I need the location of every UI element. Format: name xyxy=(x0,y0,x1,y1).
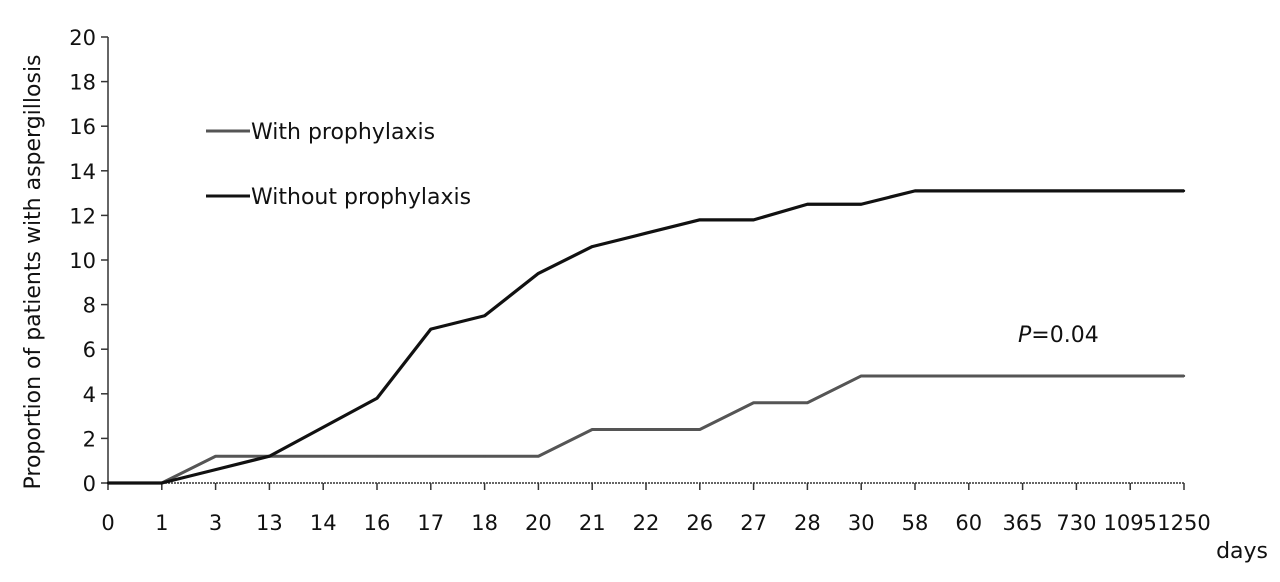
data-point xyxy=(537,455,540,458)
x-tick-label: 28 xyxy=(794,511,821,535)
data-point xyxy=(1021,189,1024,193)
data-point xyxy=(483,455,486,458)
y-tick-label: 0 xyxy=(83,472,96,496)
data-point xyxy=(967,374,970,378)
y-tick-label: 2 xyxy=(83,427,96,451)
y-tick-label: 16 xyxy=(69,115,96,139)
y-tick-label: 18 xyxy=(69,71,96,95)
x-tick-label: 20 xyxy=(525,511,552,535)
x-tick-label: 1095 xyxy=(1103,511,1156,535)
data-point xyxy=(160,481,163,485)
p-value-letter: P xyxy=(1018,323,1032,348)
x-tick-label: 14 xyxy=(310,511,337,535)
x-tick-label: 60 xyxy=(955,511,982,535)
y-tick-label: 14 xyxy=(69,160,96,184)
data-point xyxy=(429,327,432,331)
x-tick-label: 3 xyxy=(209,511,222,535)
data-point xyxy=(268,455,271,458)
y-tick-label: 8 xyxy=(83,294,96,318)
legend-label: With prophylaxis xyxy=(251,120,435,145)
data-point xyxy=(860,374,863,378)
y-tick-label: 20 xyxy=(69,26,96,50)
data-point xyxy=(1129,374,1132,378)
x-tick-label: 1 xyxy=(155,511,168,535)
y-ticks: 0 2 4 6 8 10 12 14 16 18 20 xyxy=(69,26,108,496)
data-point xyxy=(698,428,701,431)
data-point xyxy=(591,245,594,248)
p-value-number: =0.04 xyxy=(1031,323,1098,348)
data-point xyxy=(913,374,917,378)
data-point xyxy=(752,218,755,222)
x-tick-label: 27 xyxy=(740,511,767,535)
x-tick-label: 21 xyxy=(579,511,606,535)
x-tick-label: 17 xyxy=(417,511,444,535)
data-point xyxy=(483,314,486,317)
x-tick-label: 16 xyxy=(364,511,391,535)
y-axis-title-text: Proportion of patients with aspergillosi… xyxy=(21,54,46,489)
x-tick-label: 18 xyxy=(471,511,498,535)
data-point xyxy=(106,481,110,485)
y-axis-title: Proportion of patients with aspergillosi… xyxy=(21,54,46,489)
x-tick-label: 730 xyxy=(1056,511,1096,535)
y-tick-label: 12 xyxy=(69,204,96,228)
y-tick-label: 4 xyxy=(83,383,96,407)
data-point xyxy=(1129,189,1132,193)
data-point xyxy=(591,428,594,431)
axes xyxy=(107,37,1184,484)
data-point xyxy=(214,455,217,458)
x-axis-title: days xyxy=(1216,539,1268,564)
data-point xyxy=(644,232,648,235)
x-tick-label: 0 xyxy=(101,511,114,535)
x-tick-label: 13 xyxy=(256,511,283,535)
data-point xyxy=(1182,374,1186,378)
data-point xyxy=(322,455,325,458)
data-point xyxy=(322,426,325,429)
data-point xyxy=(429,455,432,458)
data-point xyxy=(1021,374,1024,378)
data-point xyxy=(1182,189,1186,193)
data-point xyxy=(806,401,809,404)
data-point xyxy=(644,428,648,431)
data-point xyxy=(375,397,379,400)
data-point xyxy=(698,218,701,222)
x-tick-label: 22 xyxy=(633,511,660,535)
p-value-annotation: P=0.04 xyxy=(1018,323,1099,348)
x-ticks: 0 1 3 13 14 16 17 18 20 21 22 26 27 28 30 58 60 365 730 109… xyxy=(101,483,1211,535)
x-tick-label: 30 xyxy=(848,511,875,535)
data-point xyxy=(1075,374,1078,378)
data-point xyxy=(913,189,917,193)
series-layer xyxy=(106,189,1186,485)
data-point xyxy=(1075,189,1078,193)
data-point xyxy=(967,189,970,193)
x-tick-label: 365 xyxy=(1003,511,1043,535)
x-tick-label: 58 xyxy=(902,511,929,535)
data-point xyxy=(214,468,217,471)
data-point xyxy=(375,455,379,458)
y-tick-label: 10 xyxy=(69,249,96,273)
legend-label: Without prophylaxis xyxy=(251,185,471,210)
legend: With prophylaxis Without prophylaxis xyxy=(206,120,471,210)
y-tick-label: 6 xyxy=(83,338,96,362)
x-tick-label: 1250 xyxy=(1157,511,1210,535)
data-point xyxy=(537,272,540,275)
data-point xyxy=(860,203,863,206)
data-point xyxy=(752,401,755,404)
x-tick-label: 26 xyxy=(686,511,713,535)
data-point xyxy=(806,203,809,206)
